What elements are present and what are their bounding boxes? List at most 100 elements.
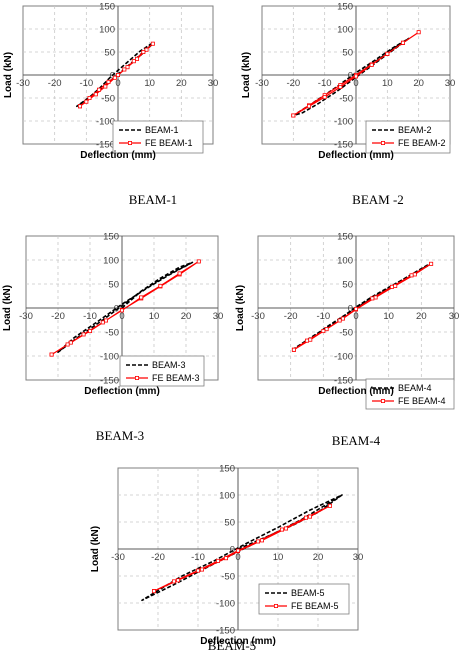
chart-caption: BEAM-5 [208, 638, 256, 653]
x-tick-label: -20 [48, 78, 62, 89]
y-tick-label: 150 [103, 232, 119, 243]
fe-data-point [106, 79, 111, 84]
x-tick-label: -30 [111, 552, 125, 563]
fe-data-point [177, 271, 182, 276]
y-tick-label: 100 [337, 25, 353, 36]
x-tick-label: -30 [251, 311, 265, 322]
y-tick-label: -150 [216, 626, 235, 637]
y-tick-label: 50 [342, 280, 353, 291]
y-tick-label: -100 [334, 352, 353, 363]
fe-data-point [139, 295, 144, 300]
legend-label: FE BEAM-1 [145, 138, 193, 148]
fe-data-point [97, 87, 102, 92]
x-tick-label: 20 [176, 78, 187, 89]
fe-data-point [100, 320, 105, 325]
fe-data-point [255, 539, 260, 544]
chart-panel-1: -30 -20 -10 0 10 20 30150100500-50-100-150BEAM… [3, 2, 218, 208]
fe-data-point [409, 273, 414, 278]
fe-data-point [195, 568, 200, 573]
legend-label: BEAM-3 [152, 360, 186, 370]
chart-panel-5: -30 -20 -10 0 10 20 30150100500-50-100-150BEAM… [90, 464, 363, 654]
x-tick-label: 0 [119, 311, 124, 322]
y-tick-label: -50 [339, 328, 353, 339]
fe-data-point [87, 96, 92, 101]
y-axis-title: Load (kN) [3, 52, 14, 98]
fe-data-point [104, 318, 109, 323]
fe-data-point [116, 73, 121, 78]
x-tick-label: -20 [51, 311, 65, 322]
fe-data-point [150, 41, 155, 46]
legend-label: FE BEAM-5 [291, 601, 339, 611]
y-tick-label: -100 [96, 117, 115, 128]
x-tick-label: -30 [16, 78, 30, 89]
y-tick-label: -50 [101, 94, 115, 105]
fe-data-point [283, 526, 288, 531]
fe-data-point [103, 84, 108, 89]
legend-label: FE BEAM-3 [152, 373, 200, 383]
legend-marker [273, 604, 278, 609]
legend-label: BEAM-1 [145, 125, 179, 135]
chart-panel-3: -30 -20 -10 0 10 20 30150100500-50-100-150BEAM… [2, 232, 223, 444]
fe-data-point [125, 65, 130, 70]
y-tick-label: 100 [103, 256, 119, 267]
y-tick-label: 50 [342, 48, 353, 59]
y-tick-label: 100 [337, 256, 353, 267]
fe-data-point [279, 527, 284, 532]
x-tick-label: -10 [191, 552, 205, 563]
fe-data-point [303, 515, 308, 520]
legend-box [119, 355, 205, 387]
x-tick-label: 30 [353, 552, 364, 563]
y-tick-label: -150 [334, 140, 353, 151]
fe-data-point [416, 30, 421, 35]
chart-panel-2: -30 -20 -10 0 10 20 30150100500-50-100-150BEAM… [241, 2, 455, 208]
fe-data-point [65, 342, 70, 347]
fe-data-point [307, 514, 312, 519]
legend-marker [380, 140, 385, 145]
y-tick-label: -50 [221, 572, 235, 583]
legend-marker [380, 398, 385, 403]
fe-data-point [141, 50, 146, 55]
fe-data-point [306, 104, 311, 109]
y-tick-label: 50 [224, 518, 235, 529]
fe-data-point [88, 329, 93, 334]
fe-data-point [151, 589, 156, 594]
fe-data-point [353, 306, 358, 311]
fe-data-point [291, 113, 296, 118]
legend-box [112, 120, 204, 154]
fe-data-point [393, 283, 398, 288]
y-axis-title: Load (kN) [235, 285, 246, 331]
x-axis-title: Deflection (mm) [318, 150, 394, 161]
chart-caption: BEAM -2 [352, 192, 404, 207]
y-axis-title: Load (kN) [2, 285, 13, 331]
y-tick-label: -100 [216, 599, 235, 610]
fe-data-point [81, 332, 86, 337]
y-tick-label: 50 [104, 48, 115, 59]
fe-data-point [144, 47, 149, 52]
fe-data-point [235, 548, 240, 553]
x-tick-label: 0 [235, 552, 240, 563]
chart-panel-4: -30 -20 -10 0 10 20 30150100500-50-100-150BEAM… [235, 232, 459, 449]
legend-marker [134, 375, 139, 380]
fe-data-point [308, 337, 313, 342]
x-tick-label: 10 [144, 78, 155, 89]
x-tick-label: 10 [383, 311, 394, 322]
y-tick-label: 0 [348, 71, 353, 82]
fe-data-point [215, 558, 220, 563]
x-tick-label: -10 [83, 311, 97, 322]
y-tick-label: -50 [105, 328, 119, 339]
chart-caption: BEAM-1 [129, 192, 177, 207]
legend-label: BEAM-5 [291, 588, 325, 598]
fe-data-point [337, 318, 342, 323]
fe-data-point [171, 579, 176, 584]
y-axis-title: Load (kN) [241, 52, 252, 98]
fe-data-point [373, 295, 378, 300]
fe-data-point [199, 567, 204, 572]
y-tick-label: -150 [334, 376, 353, 387]
x-tick-label: 20 [313, 552, 324, 563]
y-axis-title: Load (kN) [90, 526, 101, 572]
x-axis-title: Deflection (mm) [318, 386, 394, 397]
fe-data-point [291, 347, 296, 352]
y-tick-label: 100 [219, 491, 235, 502]
fe-data-point [327, 503, 332, 508]
